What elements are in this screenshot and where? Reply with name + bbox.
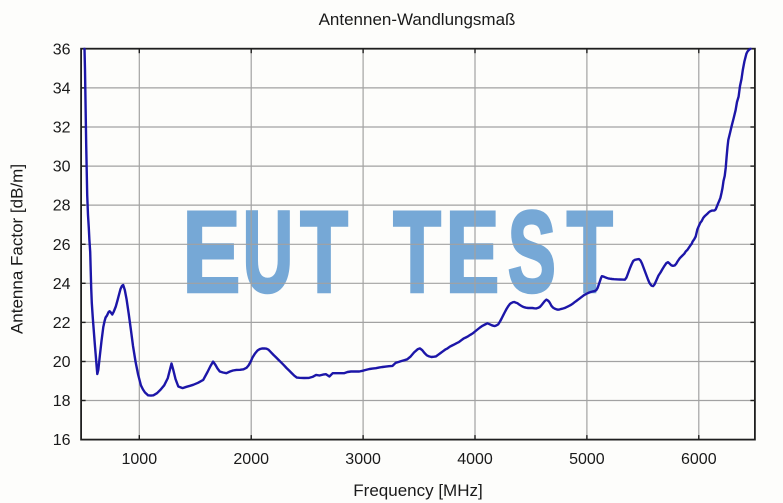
svg-text:2000: 2000 <box>233 451 269 468</box>
svg-text:1000: 1000 <box>122 451 158 468</box>
svg-text:28: 28 <box>53 198 71 215</box>
svg-text:S: S <box>508 188 556 316</box>
svg-text:U: U <box>243 189 293 317</box>
svg-text:4000: 4000 <box>457 451 493 468</box>
svg-text:36: 36 <box>53 41 71 58</box>
svg-text:34: 34 <box>53 81 71 98</box>
svg-text:Frequency [MHz]: Frequency [MHz] <box>353 481 482 500</box>
svg-text:6000: 6000 <box>681 451 717 468</box>
svg-text:E: E <box>183 187 241 316</box>
svg-text:E: E <box>446 187 499 316</box>
svg-text:T: T <box>567 187 613 316</box>
svg-text:3000: 3000 <box>345 451 381 468</box>
svg-text:30: 30 <box>53 159 71 176</box>
svg-text:26: 26 <box>53 237 71 254</box>
svg-text:22: 22 <box>53 315 71 332</box>
svg-text:Antennen-Wandlungsmaß: Antennen-Wandlungsmaß <box>319 10 516 29</box>
svg-text:Antenna Factor [dB/m]: Antenna Factor [dB/m] <box>8 164 27 334</box>
svg-text:T: T <box>393 187 441 316</box>
svg-text:32: 32 <box>53 120 71 137</box>
svg-text:5000: 5000 <box>569 451 605 468</box>
svg-text:20: 20 <box>53 354 71 371</box>
svg-text:16: 16 <box>53 432 71 449</box>
svg-text:24: 24 <box>53 276 71 293</box>
svg-text:18: 18 <box>53 393 71 410</box>
svg-text:T: T <box>300 187 348 316</box>
